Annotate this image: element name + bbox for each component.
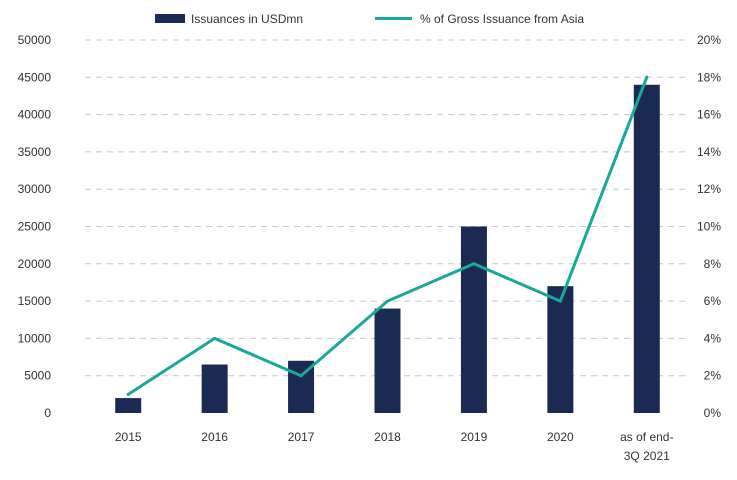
- bar: [201, 364, 228, 413]
- x-tick-label: 2019: [461, 430, 488, 444]
- legend-label-issuances: Issuances in USDmn: [191, 12, 303, 26]
- right-y-axis: 0% 2% 4% 6% 8% 10% 12% 14% 16% 18% 20%: [697, 33, 721, 420]
- line-point: [126, 392, 130, 396]
- left-tick-label: 15000: [18, 294, 52, 308]
- right-tick-label: 10%: [697, 220, 721, 234]
- right-tick-label: 2%: [704, 369, 722, 383]
- x-tick-label: as of end-3Q 2021: [620, 430, 673, 463]
- left-tick-label: 40000: [18, 108, 52, 122]
- left-tick-label: 45000: [18, 70, 52, 84]
- bar: [460, 226, 487, 413]
- bar: [374, 308, 401, 413]
- left-tick-label: 0: [44, 406, 51, 420]
- right-tick-label: 14%: [697, 145, 721, 159]
- bar: [547, 286, 574, 413]
- line-point: [558, 299, 562, 303]
- left-tick-label: 20000: [18, 257, 52, 271]
- x-axis: 2015 2016 2017 2018 2019 2020 as of end-3Q 202…: [115, 430, 674, 463]
- bar-series: [115, 84, 660, 413]
- x-tick-label: 2015: [115, 430, 142, 444]
- left-tick-label: 10000: [18, 331, 52, 345]
- right-tick-label: 12%: [697, 182, 721, 196]
- line-point: [299, 374, 303, 378]
- legend: Issuances in USDmn % of Gross Issuance f…: [155, 12, 584, 26]
- x-tick-label: 2020: [547, 430, 574, 444]
- right-tick-label: 6%: [704, 294, 722, 308]
- line-series: [126, 75, 649, 396]
- right-tick-label: 18%: [697, 70, 721, 84]
- right-tick-label: 8%: [704, 257, 722, 271]
- bar: [633, 84, 660, 413]
- x-tick-label: 2018: [374, 430, 401, 444]
- left-tick-label: 5000: [24, 369, 51, 383]
- left-tick-label: 35000: [18, 145, 52, 159]
- bar: [115, 398, 142, 413]
- left-tick-label: 30000: [18, 182, 52, 196]
- legend-label-asia-share: % of Gross Issuance from Asia: [420, 12, 584, 26]
- line-point: [213, 336, 217, 340]
- right-tick-label: 20%: [697, 33, 721, 47]
- left-tick-label: 25000: [18, 220, 52, 234]
- right-tick-label: 4%: [704, 331, 722, 345]
- x-tick-label: 2017: [288, 430, 315, 444]
- line-point: [472, 262, 476, 266]
- left-tick-label: 50000: [18, 33, 52, 47]
- left-y-axis: 0 5000 10000 15000 20000 25000 30000 35000 40000…: [18, 33, 52, 420]
- right-tick-label: 0%: [704, 406, 722, 420]
- x-tick-label: 2016: [201, 430, 228, 444]
- line-point: [645, 75, 649, 79]
- legend-bar-swatch: [155, 14, 185, 23]
- right-tick-label: 16%: [697, 108, 721, 122]
- line-point: [386, 299, 389, 303]
